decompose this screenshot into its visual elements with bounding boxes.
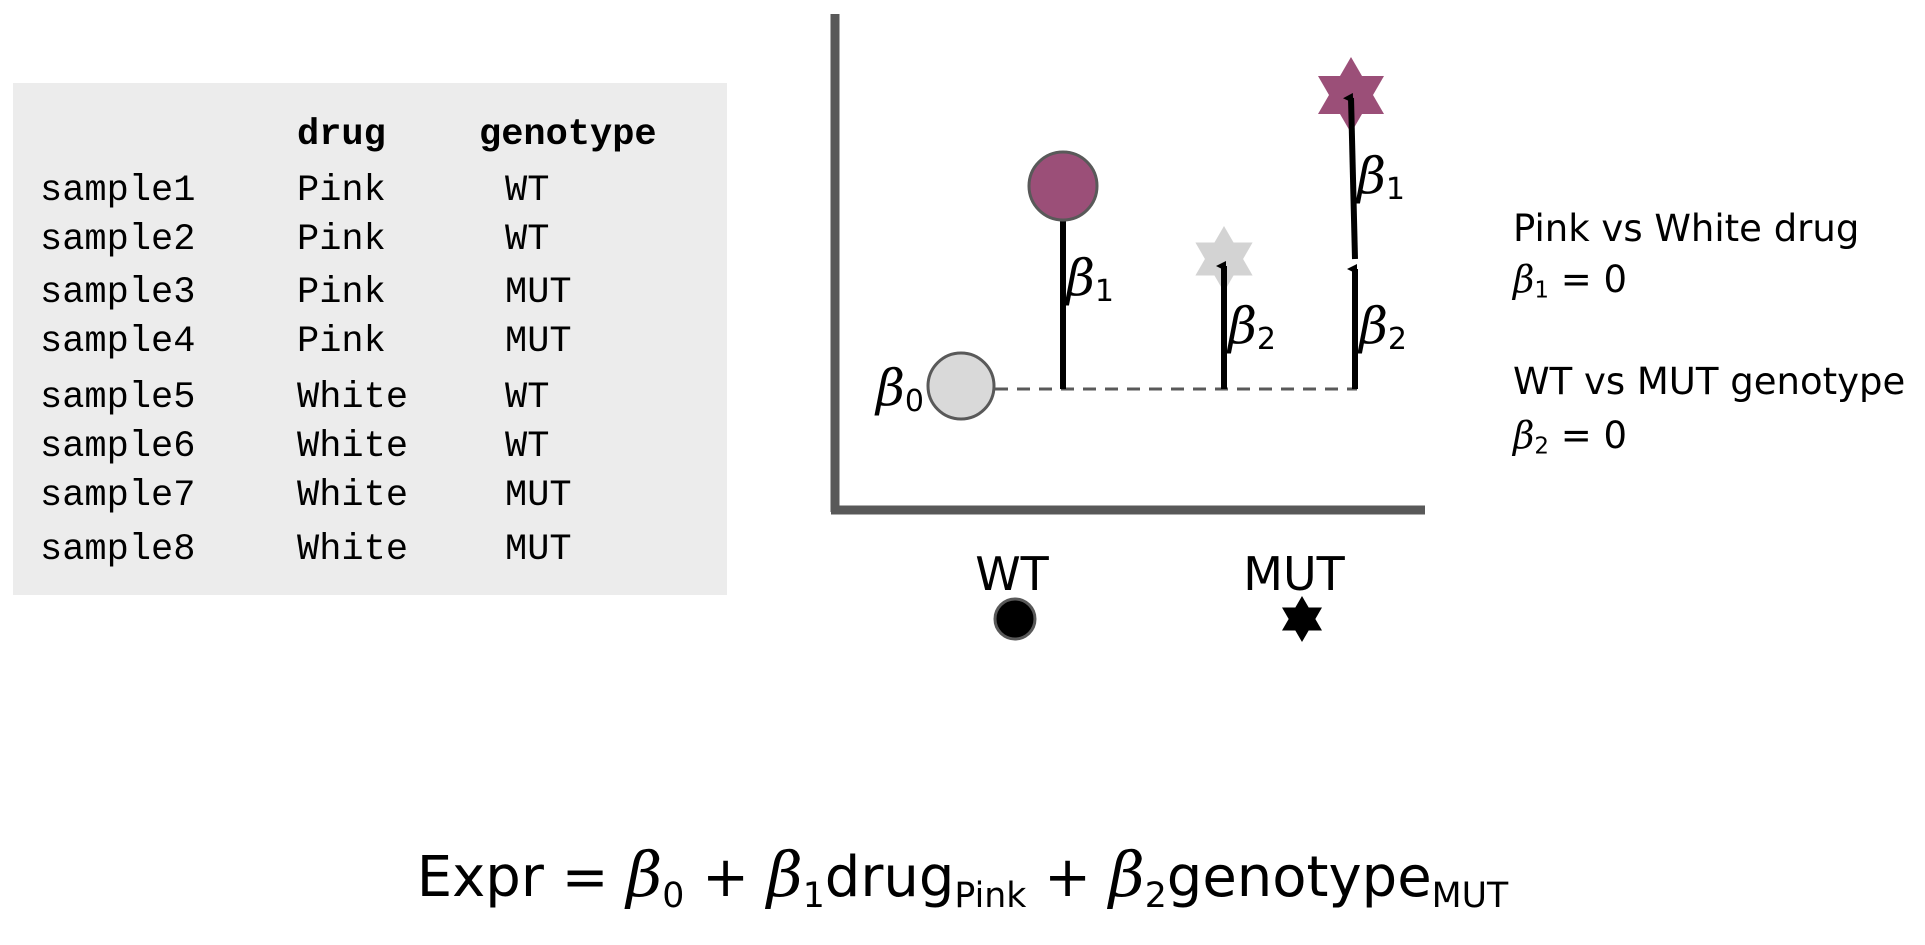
sample-cell: sample6 — [40, 426, 196, 468]
x-label-mut: MUT — [1243, 547, 1345, 601]
drug-cell: Pink — [297, 272, 386, 314]
drug-cell: White — [297, 529, 409, 571]
table-row: sample1 Pink WT — [13, 173, 727, 223]
table-row: sample7 White MUT — [13, 478, 727, 528]
genotype-cell: MUT — [505, 475, 572, 517]
beta1-mut-label: β1 — [1355, 147, 1405, 207]
beta1-wt-label: β1 — [1064, 249, 1114, 309]
beta1-mut-arrow — [1343, 92, 1358, 260]
beta2-mut-label: β2 — [1357, 297, 1407, 357]
table-row: sample4 Pink MUT — [13, 324, 727, 374]
model-formula: Expr = β0 + β1drugPink + β2genotypeMUT — [416, 838, 1509, 917]
sample-table: drug genotype sample1 Pink WT sample2 Pi… — [13, 83, 727, 595]
drug-comparison-equation: β1 = 0 — [1513, 258, 1628, 304]
drug-cell: Pink — [297, 219, 386, 261]
drug-cell: Pink — [297, 321, 386, 363]
header-genotype: genotype — [479, 114, 657, 156]
genotype-cell: MUT — [505, 272, 572, 314]
header-drug: drug — [297, 114, 386, 156]
sample-cell: sample2 — [40, 219, 196, 261]
drug-cell: White — [297, 426, 409, 468]
genotype-cell: WT — [505, 170, 550, 212]
drug-cell: White — [297, 475, 409, 517]
table-row: sample5 White WT — [13, 380, 727, 430]
drug-cell: Pink — [297, 170, 386, 212]
table-row: sample3 Pink MUT — [13, 275, 727, 325]
beta0-label: β0 — [874, 359, 924, 419]
genotype-comparison-title: WT vs MUT genotype — [1513, 360, 1906, 403]
genotype-cell: MUT — [505, 321, 572, 363]
sample-cell: sample4 — [40, 321, 196, 363]
table-row: sample8 White MUT — [13, 532, 727, 582]
sample-cell: sample7 — [40, 475, 196, 517]
table-row: sample2 Pink WT — [13, 222, 727, 272]
sample-cell: sample8 — [40, 529, 196, 571]
x-label-wt: WT — [975, 547, 1049, 601]
genotype-cell: WT — [505, 426, 550, 468]
table-row: sample6 White WT — [13, 429, 727, 479]
genotype-cell: WT — [505, 219, 550, 261]
wt-legend-circle — [993, 597, 1037, 641]
white-wt-circle — [926, 351, 996, 421]
genotype-cell: MUT — [505, 529, 572, 571]
genotype-cell: WT — [505, 377, 550, 419]
beta2-mid-label: β2 — [1226, 297, 1276, 357]
sample-cell: sample5 — [40, 377, 196, 419]
drug-comparison-title: Pink vs White drug — [1513, 207, 1860, 250]
sample-cell: sample3 — [40, 272, 196, 314]
sample-cell: sample1 — [40, 170, 196, 212]
drug-cell: White — [297, 377, 409, 419]
pink-wt-circle — [1027, 150, 1099, 222]
genotype-comparison-equation: β2 = 0 — [1513, 414, 1628, 460]
mut-legend-star — [1282, 596, 1322, 642]
